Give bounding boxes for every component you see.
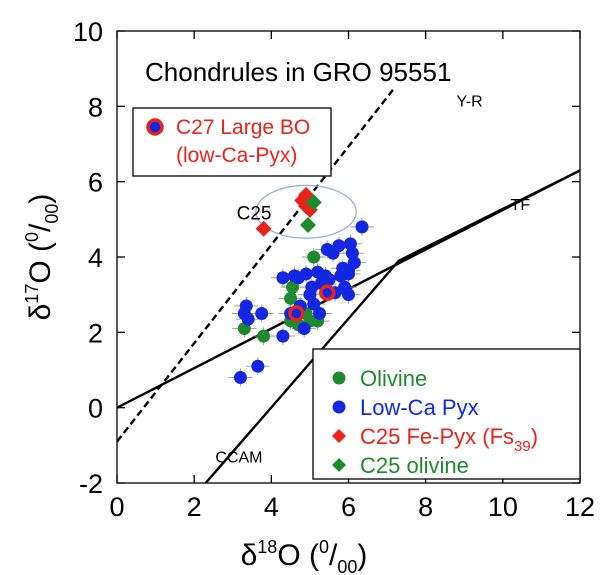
x-axis-title: δ18O (0/00) (241, 537, 368, 575)
point-c25-olivine (299, 216, 316, 233)
y-tick-label: 6 (88, 168, 103, 198)
point-c27-large-bo (319, 284, 336, 302)
point-low-ca-pyx (307, 297, 321, 311)
axis-title-part: ) (24, 194, 57, 204)
axis-title-part: O ( (277, 539, 319, 572)
point-low-ca-pyx (297, 322, 311, 336)
point-low-ca-pyx (233, 371, 247, 385)
axis-title-part: / (329, 539, 338, 572)
legend-subscript: 39 (514, 438, 531, 455)
line-y-r (117, 86, 396, 443)
axis-title-part: δ (24, 304, 57, 321)
point-low-ca-pyx (322, 273, 336, 287)
point-low-ca-pyx (313, 307, 327, 320)
y-tick-label: 4 (88, 243, 103, 273)
point-olivine (286, 280, 300, 294)
x-tick-label: 10 (488, 492, 518, 522)
legend-label-olivine: Olivine (360, 366, 427, 391)
point-c25-fe-pyx (255, 220, 272, 237)
annotation-c25: C25 (237, 203, 272, 224)
legend-marker-c25-fe-pyx-fs (332, 429, 346, 443)
annotation-ccam: CCAM (215, 449, 262, 466)
axis-title-part: / (24, 223, 57, 232)
y-tick-label: -2 (79, 469, 103, 499)
y-tick-label: 10 (73, 17, 103, 47)
axis-title-part: δ (241, 539, 258, 572)
x-tick-label: 6 (341, 492, 356, 522)
axis-title-part: O ( (24, 242, 57, 284)
point-low-ca-pyx (255, 307, 269, 320)
axis-title-part: 0 (319, 537, 329, 557)
line-annotations: Y-R TF CCAM C25 (215, 93, 530, 466)
y-tick-label: 8 (88, 92, 103, 122)
point-low-ca-pyx (342, 288, 355, 302)
axis-title-part: 17 (22, 284, 42, 304)
legend-label-low-ca-pyx: Low-Ca Pyx (360, 395, 479, 420)
x-tick-label: 0 (109, 492, 124, 522)
annotation-tf: TF (511, 197, 531, 214)
legend-marker-low-ca-pyx (332, 400, 346, 414)
svg-text:δ18O (0/00): δ18O (0/00) (241, 537, 368, 575)
y-tick-label: 0 (88, 394, 103, 424)
point-olivine (307, 250, 321, 264)
data-points (228, 186, 375, 387)
point-low-ca-pyx (276, 329, 290, 343)
point-olivine (284, 291, 298, 305)
legend-box (312, 348, 581, 480)
c27-callout-sublabel: (low-Ca-Pyx) (176, 144, 297, 167)
legend-label-c25-olivine: C25 olivine (360, 453, 469, 478)
point-low-ca-pyx (276, 271, 290, 285)
point-low-ca-pyx (299, 267, 313, 281)
axis-title-part: 0 (22, 232, 42, 242)
point-low-ca-pyx (251, 359, 265, 373)
legend-marker-olivine (332, 371, 346, 385)
point-low-ca-pyx (239, 299, 253, 313)
x-tick-label: 8 (418, 492, 433, 522)
point-low-ca-pyx (342, 263, 355, 277)
point-c25-olivine (305, 194, 322, 211)
c25-highlight-ellipse (255, 184, 357, 239)
x-tick-label: 4 (264, 492, 279, 522)
axis-title-part: 00 (42, 204, 62, 224)
line-ccam (204, 169, 580, 483)
c27-callout-marker (146, 118, 164, 136)
x-tick-label: 2 (187, 492, 202, 522)
axis-title-part: 00 (337, 557, 357, 575)
axis-title-part: ) (357, 539, 367, 572)
point-low-ca-pyx (332, 239, 346, 253)
c27-callout-label: C27 Large BO (176, 116, 310, 139)
y-axis-title: δ17O (0/00) (22, 194, 62, 321)
svg-text:δ17O (0/00): δ17O (0/00) (22, 194, 62, 321)
c27-callout-box (132, 107, 332, 177)
axis-title-part: 18 (257, 537, 277, 557)
c27-callout: C27 Large BO (low-Ca-Pyx) (132, 107, 332, 177)
legend-marker-c25-olivine (332, 458, 346, 472)
y-tick-label: 2 (88, 318, 103, 348)
legend-close-paren: ) (531, 424, 538, 449)
x-tick-label: 12 (565, 492, 595, 522)
point-olivine (257, 329, 271, 343)
annotation-y-r: Y-R (457, 93, 483, 110)
point-low-ca-pyx (355, 220, 369, 234)
point-c27-large-bo (288, 305, 305, 322)
point-low-ca-pyx (241, 312, 255, 326)
chart-title: Chondrules in GRO 95551 (145, 57, 451, 87)
